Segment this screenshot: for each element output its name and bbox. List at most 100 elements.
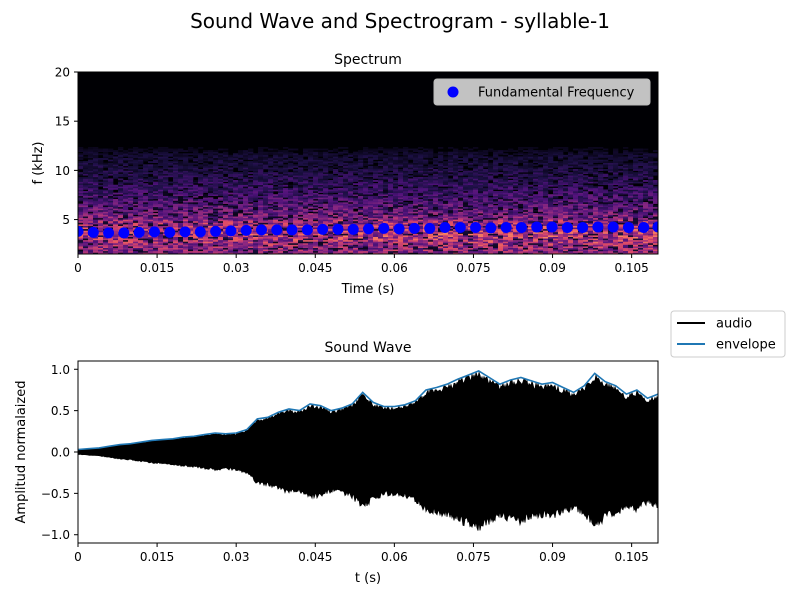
heatmap-cell <box>388 189 394 192</box>
heatmap-cell <box>293 183 299 186</box>
heatmap-cell <box>203 189 209 192</box>
heatmap-cell <box>113 217 119 220</box>
heatmap-cell <box>353 249 359 252</box>
heatmap-cell <box>213 159 219 162</box>
heatmap-cell <box>208 153 214 156</box>
heatmap-cell <box>413 209 419 212</box>
heatmap-cell <box>298 244 304 247</box>
heatmap-cell <box>278 194 284 197</box>
heatmap-cell <box>138 203 144 206</box>
heatmap-cell <box>128 252 134 254</box>
heatmap-cell <box>303 183 309 186</box>
heatmap-cell <box>453 213 459 215</box>
heatmap-cell <box>418 186 424 189</box>
heatmap-cell <box>173 241 179 244</box>
heatmap-cell <box>343 173 349 176</box>
heatmap-cell <box>433 191 439 193</box>
heatmap-cell <box>83 241 89 244</box>
heatmap-cell <box>448 216 454 219</box>
heatmap-cell <box>168 162 174 165</box>
heatmap-cell <box>353 162 359 165</box>
heatmap-cell <box>163 211 169 214</box>
heatmap-cell <box>453 162 459 165</box>
heatmap-cell <box>373 205 379 208</box>
heatmap-cell <box>88 170 94 173</box>
heatmap-cell <box>448 183 454 186</box>
heatmap-cell <box>378 247 384 250</box>
heatmap-cell <box>188 153 194 156</box>
heatmap-cell <box>208 159 214 162</box>
heatmap-cell <box>293 205 299 208</box>
heatmap-cell <box>263 153 269 156</box>
heatmap-cell <box>393 186 399 189</box>
heatmap-cell <box>213 176 219 179</box>
heatmap-cell <box>463 192 469 195</box>
heatmap-cell <box>288 187 294 190</box>
heatmap-cell <box>198 205 204 208</box>
heatmap-cell <box>173 236 179 239</box>
heatmap-cell <box>273 197 279 200</box>
heatmap-cell <box>388 195 394 198</box>
heatmap-cell <box>283 150 289 152</box>
heatmap-cell <box>308 242 314 245</box>
heatmap-cell <box>328 180 334 182</box>
heatmap-cell <box>128 170 134 173</box>
heatmap-cell <box>213 186 219 189</box>
heatmap-cell <box>423 161 429 163</box>
heatmap-cell <box>443 156 449 159</box>
heatmap-cell <box>463 200 469 203</box>
heatmap-cell <box>183 244 189 247</box>
heatmap-cell <box>248 208 254 211</box>
heatmap-cell <box>368 211 374 214</box>
heatmap-cell <box>198 217 204 220</box>
heatmap-cell <box>388 161 394 163</box>
heatmap-cell <box>218 148 224 151</box>
heatmap-cell <box>163 238 169 241</box>
heatmap-cell <box>158 228 164 231</box>
heatmap-cell <box>453 233 459 236</box>
heatmap-cell <box>343 151 349 154</box>
heatmap-cell <box>398 217 404 220</box>
heatmap-cell <box>103 238 109 241</box>
heatmap-cell <box>473 208 479 211</box>
heatmap-cell <box>283 156 289 159</box>
heatmap-cell <box>223 238 229 241</box>
heatmap-cell <box>408 164 414 167</box>
heatmap-cell <box>243 242 249 245</box>
heatmap-cell <box>268 178 274 181</box>
heatmap-cell <box>93 252 99 254</box>
heatmap-cell <box>153 236 159 239</box>
heatmap-cell <box>118 157 124 160</box>
heatmap-cell <box>398 213 404 215</box>
heatmap-cell <box>263 164 269 167</box>
heatmap-cell <box>438 191 444 193</box>
heatmap-cell <box>323 175 329 178</box>
heatmap-cell <box>178 180 184 182</box>
heatmap-cell <box>403 181 409 184</box>
heatmap-cell <box>313 180 319 182</box>
heatmap-cell <box>168 186 174 189</box>
heatmap-cell <box>258 189 264 192</box>
heatmap-cell <box>308 164 314 167</box>
heatmap-cell <box>353 211 359 214</box>
heatmap-cell <box>253 178 259 181</box>
heatmap-cell <box>298 189 304 192</box>
heatmap-cell <box>198 203 204 206</box>
heatmap-cell <box>148 156 154 159</box>
heatmap-cell <box>253 165 259 168</box>
heatmap-cell <box>303 176 309 179</box>
heatmap-cell <box>328 176 334 179</box>
heatmap-cell <box>258 191 264 193</box>
heatmap-cell <box>108 186 114 189</box>
heatmap-cell <box>408 195 414 198</box>
heatmap-cell <box>478 252 484 254</box>
heatmap-cell <box>298 208 304 211</box>
heatmap-cell <box>383 198 389 201</box>
heatmap-cell <box>413 191 419 193</box>
heatmap-cell <box>173 202 179 204</box>
heatmap-cell <box>378 238 384 241</box>
heatmap-cell <box>158 184 164 187</box>
heatmap-cell <box>113 198 119 201</box>
heatmap-cell <box>303 206 309 209</box>
heatmap-cell <box>353 252 359 254</box>
